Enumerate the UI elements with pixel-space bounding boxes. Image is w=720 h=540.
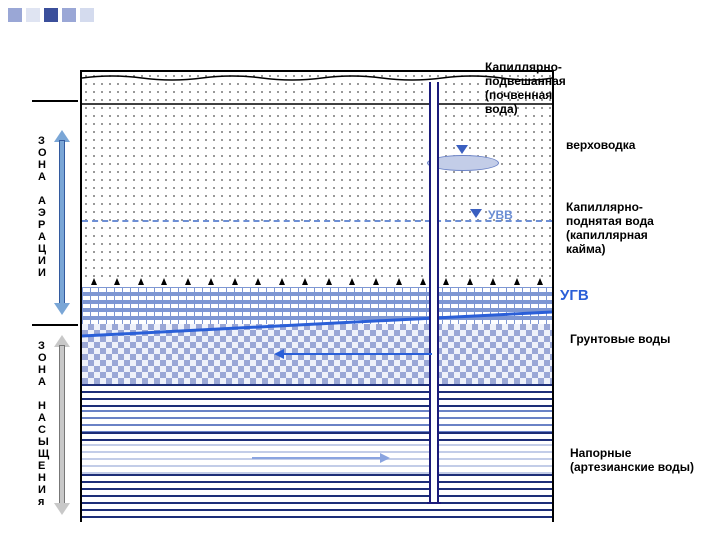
capillary-rise-layer (82, 284, 552, 324)
zone-saturation-label: З О Н А Н А С Ы Щ Е Н И я (38, 340, 49, 508)
perched-water-label: верховодка (566, 138, 635, 152)
capillary-suspended-label: Капиллярно- подвешанная (почвенная вода) (485, 60, 566, 116)
aquifer-layer (82, 410, 552, 432)
uvv-line (82, 220, 552, 222)
deco-square (80, 8, 94, 22)
uvv-label: УВВ (488, 208, 513, 222)
water-level-marker-icon (456, 145, 468, 154)
zone-aeration-label: З О Н А А Э Р А Ц И И (38, 135, 47, 279)
zone-aeration-arrow-icon (56, 130, 68, 315)
groundwater-label: Грунтовые воды (570, 332, 670, 346)
deco-square (62, 8, 76, 22)
deco-square (26, 8, 40, 22)
soil-layer (82, 72, 552, 104)
well-borehole-icon (429, 82, 439, 502)
canvas: З О Н А А Э Р А Ц И И З О Н А Н А С Ы Щ … (0, 0, 720, 540)
aquitard-layer (82, 384, 552, 410)
aquitard-layer (82, 432, 552, 444)
zone-saturation-arrow-icon (56, 335, 68, 515)
artesian-label: Напорные (артезианские воды) (570, 446, 694, 474)
ugv-label: УГВ (560, 287, 589, 304)
deco-square (44, 8, 58, 22)
boundary-tick (32, 100, 78, 102)
deco-square (8, 8, 22, 22)
aquitard-layer (82, 474, 552, 522)
capillary-raised-label: Капиллярно- поднятая вода (капиллярная к… (566, 200, 654, 256)
boundary-tick (32, 324, 78, 326)
cross-section-diagram: УВВ (80, 70, 554, 522)
aeration-layer (82, 104, 552, 284)
decorative-square-row (8, 8, 94, 22)
capillary-up-arrows-icon (82, 278, 552, 285)
artesian-aquifer-layer (82, 444, 552, 474)
water-level-marker-icon (470, 209, 482, 218)
